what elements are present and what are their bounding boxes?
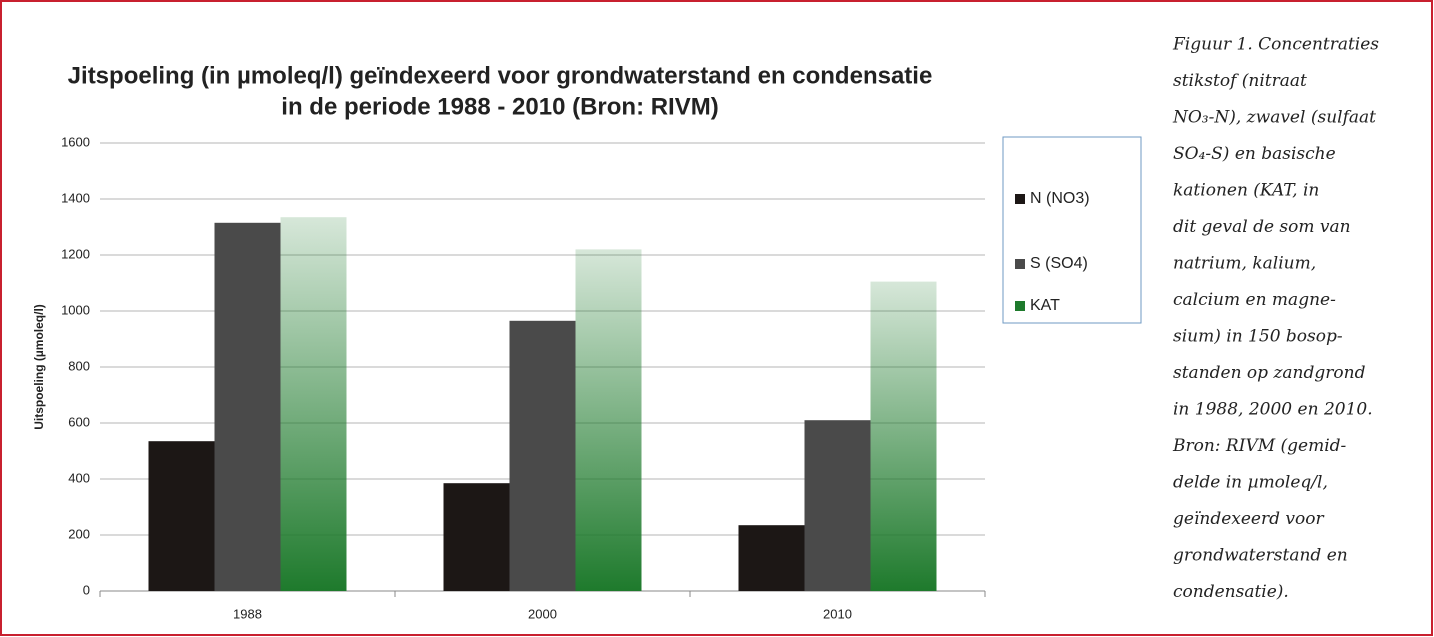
title-line: Jitspoeling (in µmoleq/l) geïndexeerd vo…: [68, 62, 933, 89]
caption-line: dit geval de som van: [1173, 217, 1351, 237]
legend-swatch: [1015, 301, 1025, 311]
y-tick-label: 600: [68, 414, 90, 429]
legend-swatch: [1015, 194, 1025, 204]
caption-line: NO₃-N), zwavel (sulfaat: [1172, 108, 1376, 128]
caption-line: geïndexeerd voor: [1173, 509, 1324, 529]
y-axis-label: Uitspoeling (µmoleq/l): [32, 304, 46, 430]
x-tick-label: 2000: [528, 606, 557, 621]
y-tick-label: 1400: [61, 190, 90, 205]
bar: [738, 525, 805, 591]
bar: [804, 420, 871, 591]
x-tick-label: 2010: [823, 606, 852, 621]
title-line: in de periode 1988 - 2010 (Bron: RIVM): [281, 93, 718, 120]
y-tick-label: 1600: [61, 134, 90, 149]
bar: [148, 441, 215, 591]
caption-line: Bron: RIVM (gemid-: [1172, 436, 1347, 456]
caption-line: condensatie).: [1173, 582, 1289, 602]
y-tick-label: 1200: [61, 246, 90, 261]
bar: [575, 249, 642, 591]
caption-line: Figuur 1. Concentraties: [1172, 35, 1379, 55]
caption-line: natrium, kalium,: [1173, 254, 1316, 274]
caption-line: SO₄-S) en basische: [1173, 144, 1336, 164]
legend-label: S (SO4): [1030, 255, 1088, 272]
y-tick-label: 0: [83, 582, 90, 597]
caption-line: sium) in 150 bosop-: [1173, 327, 1343, 347]
bar: [509, 320, 576, 591]
bar: [443, 483, 510, 591]
caption-line: delde in µmoleq/l,: [1173, 473, 1328, 493]
legend-box: [1002, 136, 1142, 324]
bar: [280, 217, 347, 591]
legend-label: N (NO3): [1030, 190, 1090, 207]
caption-line: stikstof (nitraat: [1173, 71, 1307, 91]
x-tick-label: 1988: [233, 606, 262, 621]
caption-line: standen op zandgrond: [1173, 363, 1366, 383]
caption-line: calcium en magne-: [1173, 290, 1336, 310]
y-tick-label: 1000: [61, 302, 90, 317]
bar: [214, 222, 281, 592]
caption-line: in 1988, 2000 en 2010.: [1173, 400, 1373, 420]
caption-line: kationen (KAT, in: [1173, 181, 1319, 201]
caption-line: grondwaterstand en: [1173, 546, 1348, 566]
y-tick-label: 400: [68, 470, 90, 485]
legend-swatch: [1015, 259, 1025, 269]
y-tick-label: 200: [68, 526, 90, 541]
y-tick-label: 800: [68, 358, 90, 373]
legend-label: KAT: [1030, 297, 1060, 314]
bar: [870, 281, 937, 591]
